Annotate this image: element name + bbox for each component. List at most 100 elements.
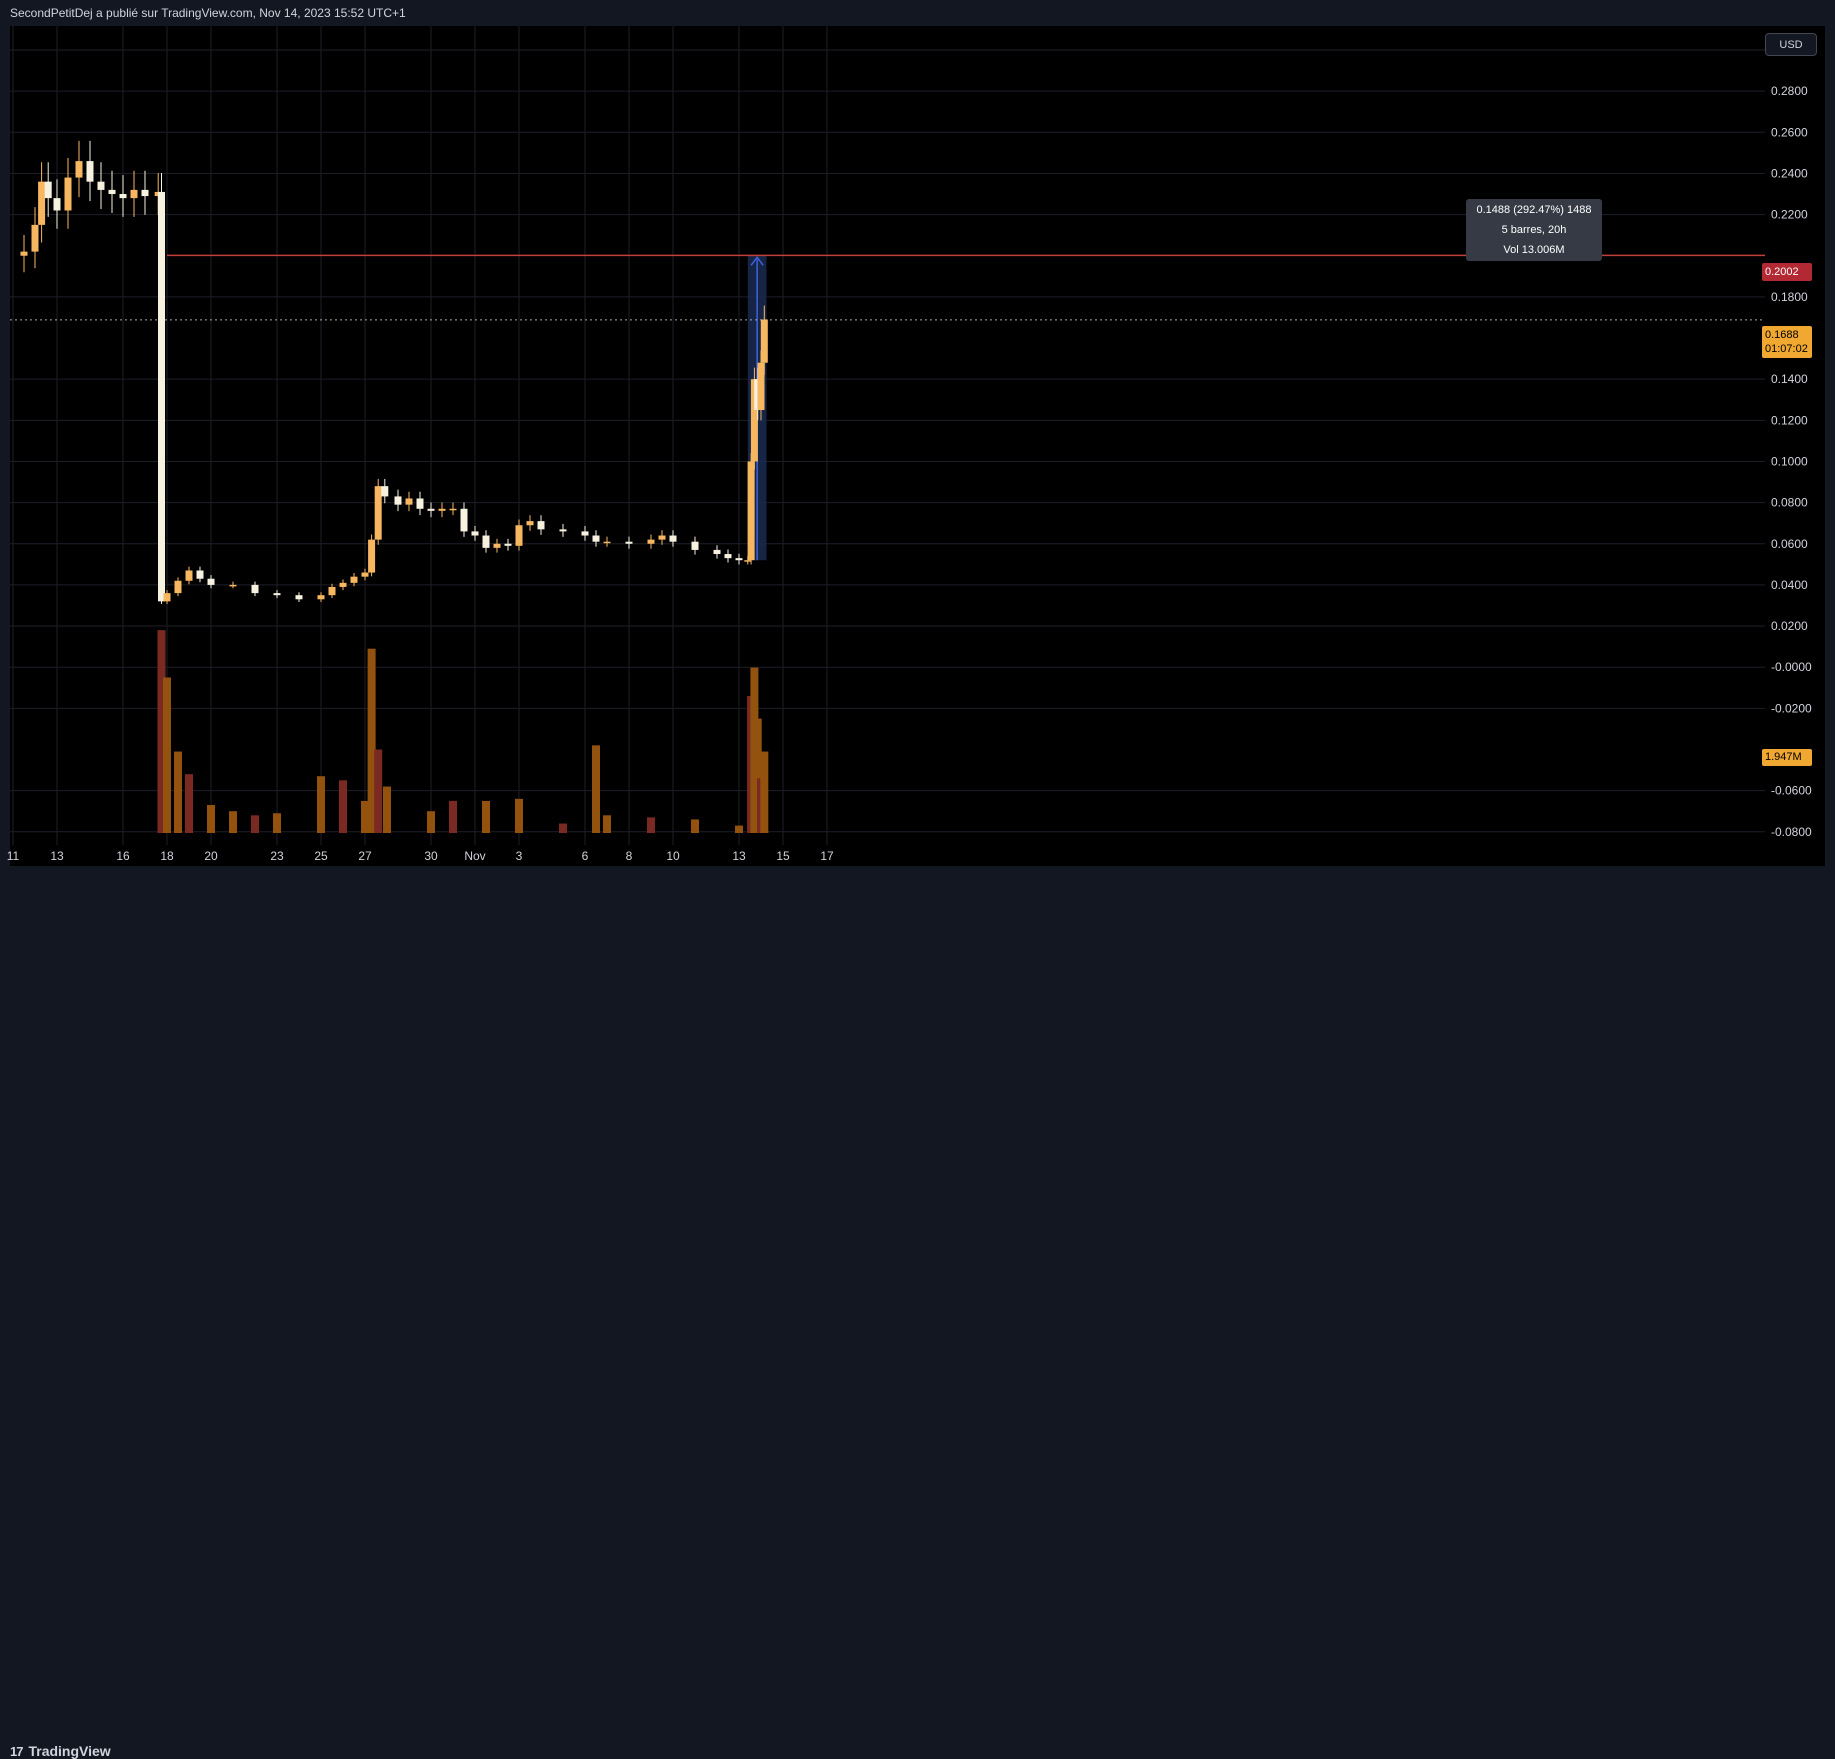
candle-body [64,177,72,211]
candle-body [141,189,149,197]
y-tick-label: -0.0600 [1771,784,1812,798]
candle-body [174,580,182,594]
horizontal-line-price-tag: 0.2002 [1762,263,1812,281]
measure-tooltip: 0.1488 (292.47%) 1488 5 barres, 20h Vol … [1466,199,1602,261]
header-bar: SecondPetitDej a publié sur TradingView.… [0,0,1835,26]
candle-body [273,593,281,596]
candle-body [381,486,389,497]
candle-body [108,189,116,195]
volume-bar [185,774,193,834]
candle-body [526,521,534,526]
candle-body [757,362,765,411]
chart-plot-area[interactable] [10,26,1765,866]
y-tick-label: 0.0400 [1771,578,1808,592]
candle-body [416,498,424,509]
candle-body [158,191,165,602]
footer-bar: 17 TradingView [0,866,1835,1759]
candle-body [207,578,215,585]
candle-body [368,539,376,573]
candle-body [760,319,768,363]
x-tick-label: 30 [424,849,438,863]
candle-body [427,508,435,511]
candle-body [163,593,171,602]
x-tick-label: 6 [582,849,589,863]
volume-bar [559,823,567,834]
x-tick-label: 13 [50,849,64,863]
x-tick-label: 15 [776,849,790,863]
x-tick-label: 17 [820,849,834,863]
x-tick-label: 11 [7,849,20,863]
candle-body [438,508,446,511]
volume-bar [482,800,490,834]
measure-change: 0.1488 (292.47%) 1488 [1476,204,1592,216]
volume-bar [735,825,743,834]
volume-bar [647,817,655,834]
tradingview-brand-label: TradingView [28,1743,111,1759]
candle-body [691,541,699,550]
bar-countdown: 01:07:02 [1765,343,1808,355]
candle-body [603,541,611,544]
y-tick-label: 0.1400 [1771,372,1808,386]
candle-body [405,498,413,505]
y-tick-label: 0.1000 [1771,454,1808,468]
tradingview-logo[interactable]: 17 TradingView [10,1743,111,1759]
candle-body [251,584,259,594]
candle-body [394,496,402,505]
candle-body [185,570,193,581]
candle-body [119,194,127,199]
candle-body [295,595,303,600]
candle-body [374,486,382,540]
price-axis[interactable] [1765,26,1825,866]
candle-body [75,161,83,178]
y-tick-label: 0.2200 [1771,208,1808,222]
volume-bar [592,745,600,834]
candle-body [196,570,204,579]
x-tick-label: 18 [160,849,174,863]
y-tick-label: 0.2800 [1771,84,1808,98]
candle-body [581,531,589,536]
y-tick-label: 0.0200 [1771,619,1808,633]
measure-volume: Vol 13.006M [1503,244,1565,256]
volume-bar [273,813,281,834]
volume-bar [207,805,215,834]
y-tick-label: -0.0000 [1771,660,1812,674]
candle-body [471,531,479,536]
measure-arrow-head [750,256,764,266]
candle-body [658,535,666,540]
x-tick-label: Nov [464,849,485,863]
volume-bar [383,786,391,834]
candle-body [713,549,721,555]
candle-body [482,535,490,548]
candle-body [669,535,677,542]
x-tick-label: 23 [270,849,284,863]
candle-body [44,181,52,199]
candle-body [130,189,138,199]
measure-bars: 5 barres, 20h [1501,224,1567,236]
y-tick-label: -0.0800 [1771,825,1812,839]
volume-bar [317,776,325,834]
volume-tag: 1.947M [1762,749,1812,766]
currency-button[interactable]: USD [1765,33,1817,56]
candle-body [559,529,567,532]
candle-body [86,161,94,182]
volume-bar [691,819,699,834]
volume-bar [229,811,237,834]
x-tick-label: 10 [666,849,680,863]
candle-body [339,582,347,587]
candle-body [328,586,336,596]
candle-body [97,181,105,190]
x-tick-label: 16 [116,849,130,863]
candle-body [31,224,39,252]
publisher-caption: SecondPetitDej a publié sur TradingView.… [10,6,406,20]
volume-bar [367,648,376,834]
candle-body [350,576,358,583]
volume-bar [603,815,611,834]
candle-body [735,558,743,561]
y-tick-label: 0.2600 [1771,125,1808,139]
candle-body [229,584,237,587]
volume-bar [449,800,457,834]
x-tick-label: 27 [358,849,372,863]
volume-bar [251,815,259,834]
y-tick-label: 0.2400 [1771,166,1808,180]
candle-body [460,508,468,532]
